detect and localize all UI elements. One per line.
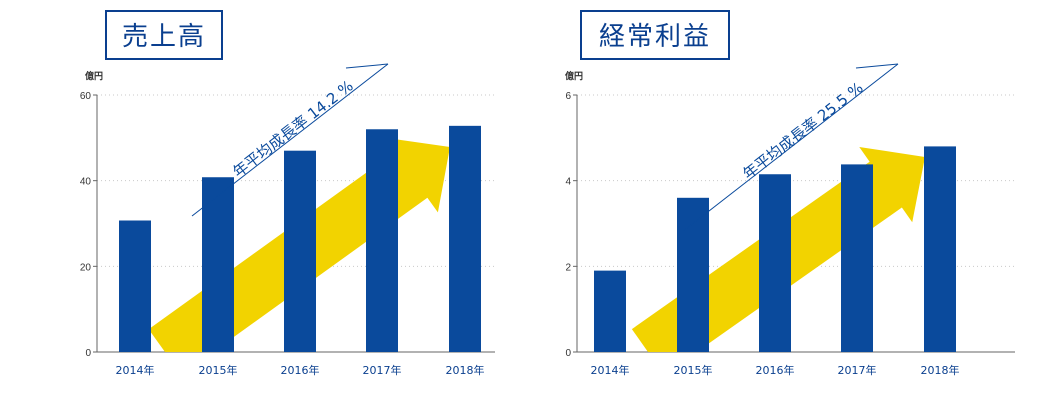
x-tick-label: 2015年 bbox=[674, 363, 713, 377]
bar bbox=[841, 164, 873, 352]
x-tick-label: 2016年 bbox=[281, 363, 320, 377]
unit-label: 億円 bbox=[85, 70, 103, 82]
bar bbox=[677, 197, 709, 352]
y-tick-label: 6 bbox=[565, 91, 571, 102]
x-tick-label: 2016年 bbox=[756, 363, 795, 377]
x-tick-label: 2018年 bbox=[446, 363, 485, 377]
annotation-line bbox=[681, 63, 899, 233]
profit-chart-panel: 経常利益 0 2 4 6 億円 2014年 2015年 2016年 2017年 2018年 年平均成… bbox=[520, 0, 1040, 420]
x-tick-label: 2015年 bbox=[199, 363, 238, 377]
x-tick-label: 2014年 bbox=[591, 363, 630, 377]
y-tick-label: 2 bbox=[565, 262, 571, 273]
x-tick-label: 2014年 bbox=[116, 363, 155, 377]
sales-chart-title: 売上高 bbox=[105, 10, 223, 60]
y-tick-label: 20 bbox=[80, 262, 92, 273]
x-tick-label: 2018年 bbox=[921, 363, 960, 377]
annotation-line-tip bbox=[855, 63, 899, 69]
annotation-line-tip bbox=[345, 63, 389, 69]
bar bbox=[284, 150, 316, 352]
y-tick-label: 0 bbox=[565, 348, 571, 359]
y-tick-label: 0 bbox=[85, 348, 91, 359]
bar bbox=[759, 174, 791, 352]
profit-chart-title: 経常利益 bbox=[580, 10, 730, 60]
bar bbox=[119, 220, 151, 352]
x-tick-label: 2017年 bbox=[838, 363, 877, 377]
x-tick-label: 2017年 bbox=[363, 363, 402, 377]
y-tick-label: 60 bbox=[80, 91, 92, 102]
annotation-line bbox=[191, 63, 389, 217]
y-tick-label: 4 bbox=[565, 177, 571, 188]
unit-label: 億円 bbox=[565, 70, 583, 82]
bar bbox=[449, 125, 481, 352]
bar bbox=[924, 146, 956, 352]
bar bbox=[594, 270, 626, 352]
bar bbox=[202, 177, 234, 352]
y-tick-label: 40 bbox=[80, 177, 92, 188]
bar bbox=[366, 129, 398, 352]
sales-chart-panel: 売上高 0 20 40 60 億円 2014年 2015年 2016年 2017年 2018年 年平… bbox=[80, 10, 495, 377]
